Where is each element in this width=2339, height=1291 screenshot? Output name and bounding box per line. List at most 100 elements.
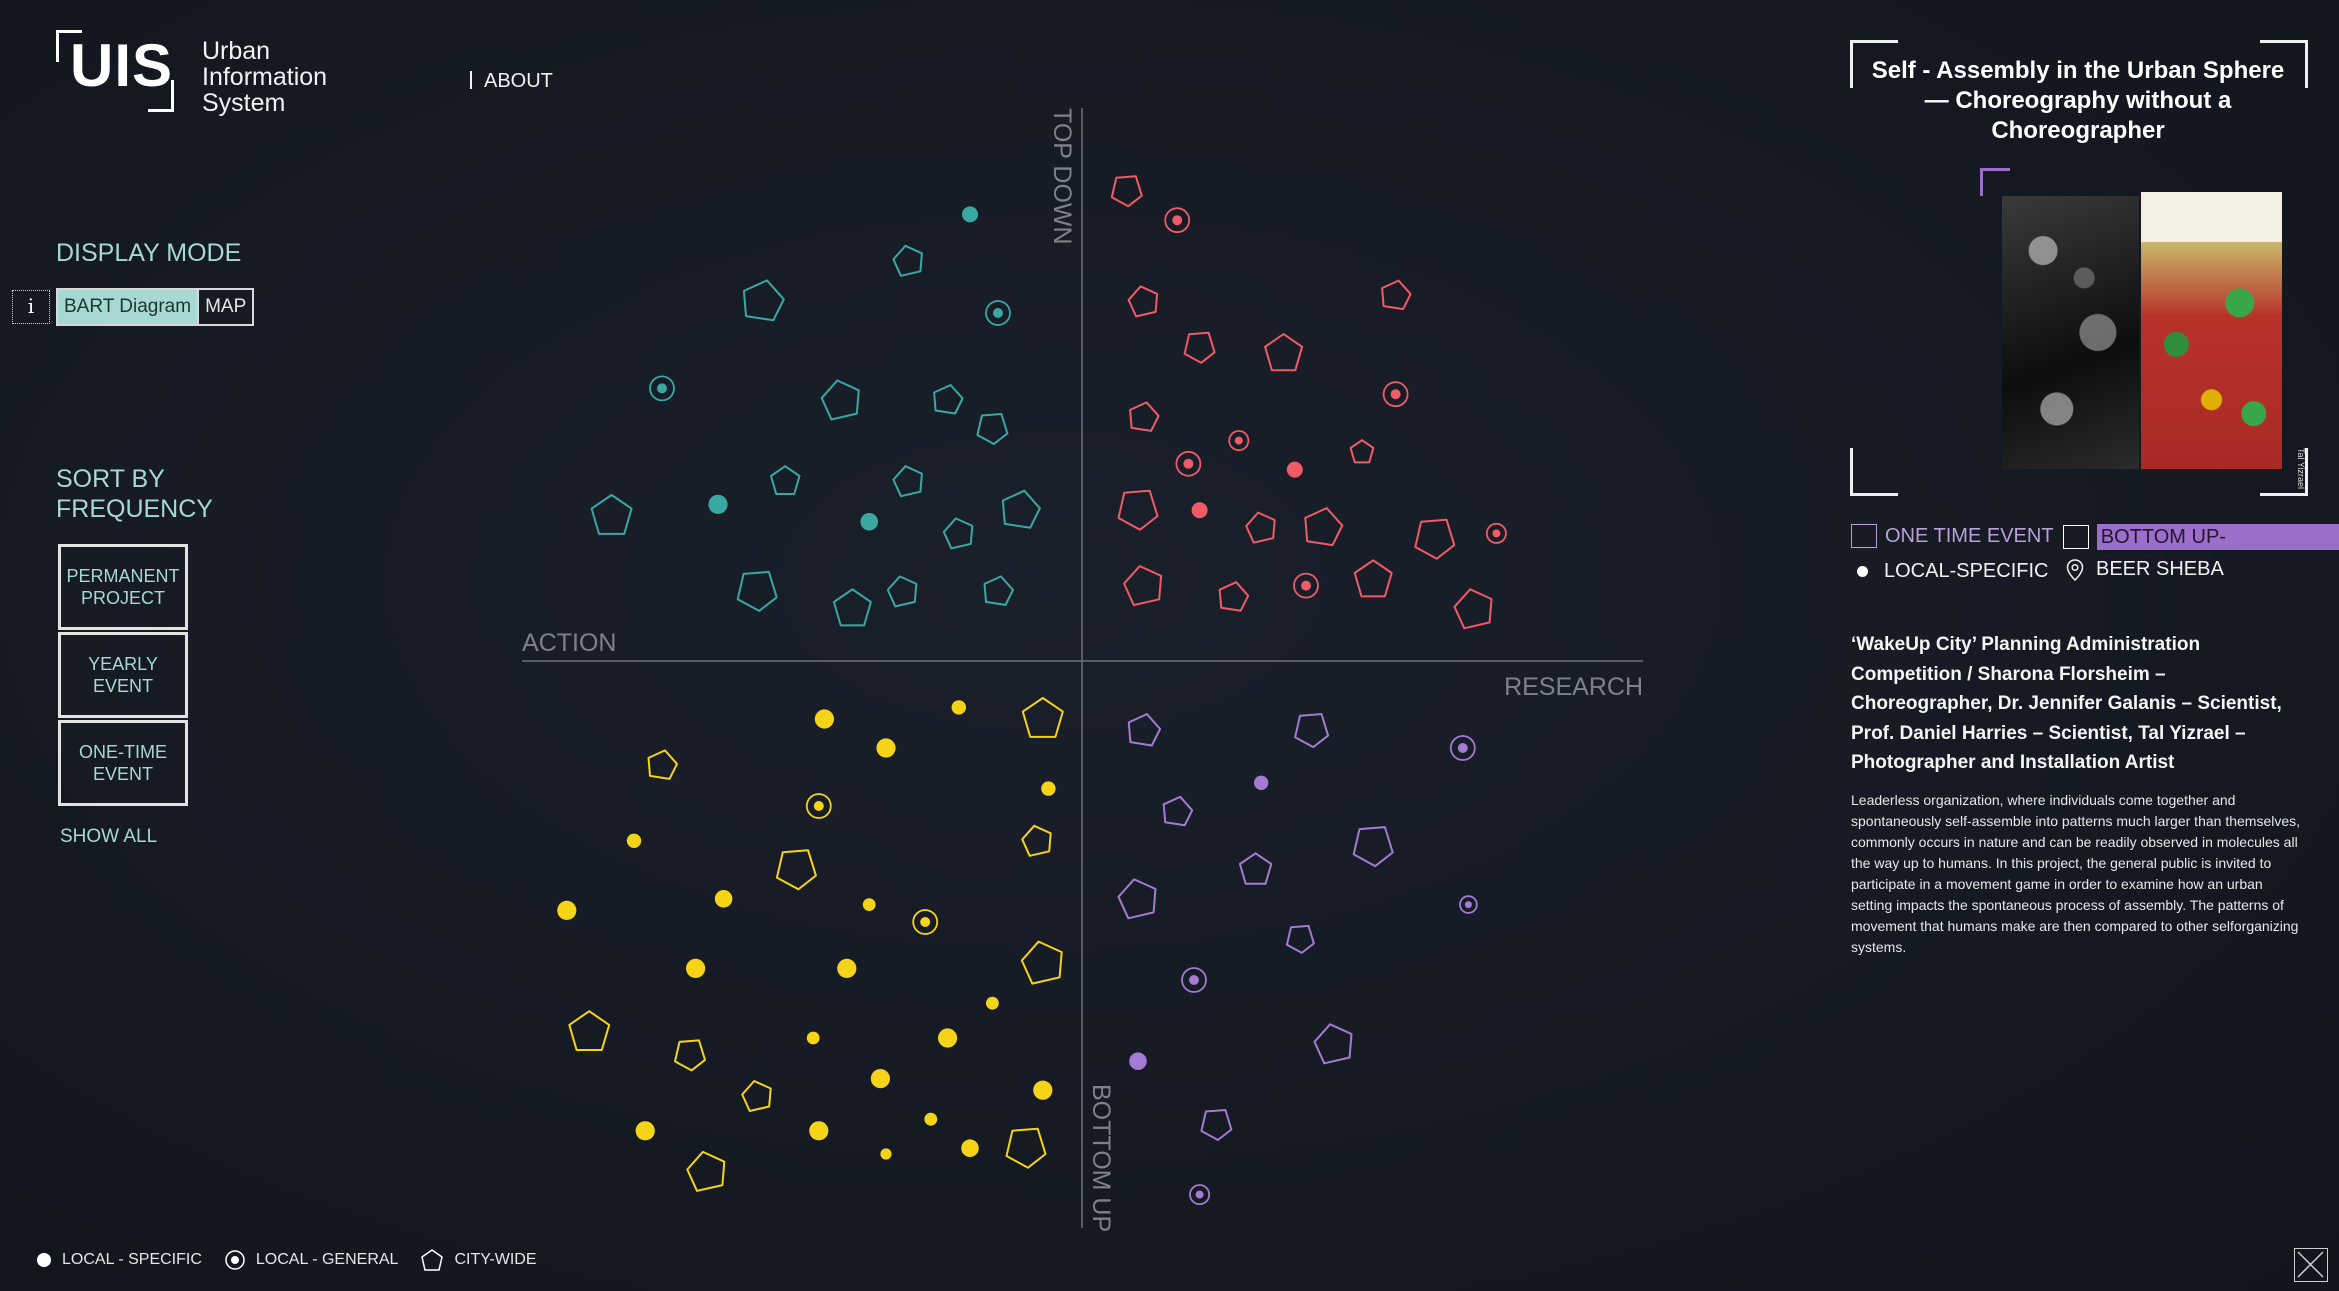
marker-local-general[interactable] bbox=[1228, 430, 1250, 452]
marker-city-wide[interactable] bbox=[736, 570, 778, 612]
marker-city-wide[interactable] bbox=[1117, 878, 1157, 920]
marker-city-wide[interactable] bbox=[1381, 279, 1412, 311]
marker-local-specific[interactable] bbox=[860, 513, 878, 531]
marker-local-general[interactable] bbox=[985, 300, 1011, 326]
about-link[interactable]: ABOUT bbox=[470, 70, 553, 93]
marker-city-wide[interactable] bbox=[1020, 940, 1063, 985]
info-button[interactable]: i bbox=[12, 290, 50, 324]
marker-city-wide[interactable] bbox=[933, 384, 964, 415]
marker-city-wide[interactable] bbox=[1021, 824, 1052, 857]
marker-local-specific[interactable] bbox=[806, 1031, 820, 1045]
marker-local-specific[interactable] bbox=[961, 1139, 979, 1157]
marker-local-specific[interactable] bbox=[626, 833, 642, 848]
marker-city-wide[interactable] bbox=[568, 1010, 611, 1051]
marker-city-wide[interactable] bbox=[1245, 511, 1276, 544]
uis-logo[interactable]: UIS bbox=[56, 30, 174, 112]
marker-city-wide[interactable] bbox=[647, 749, 678, 780]
marker-city-wide[interactable] bbox=[1005, 1127, 1047, 1169]
marker-local-general[interactable] bbox=[649, 375, 675, 402]
marker-local-specific[interactable] bbox=[986, 996, 999, 1010]
marker-local-specific[interactable] bbox=[837, 958, 857, 979]
marker-local-general[interactable] bbox=[1164, 207, 1191, 234]
marker-local-specific[interactable] bbox=[708, 494, 728, 514]
marker-local-specific[interactable] bbox=[1033, 1080, 1053, 1100]
marker-local-general[interactable] bbox=[1189, 1184, 1211, 1206]
marker-city-wide[interactable] bbox=[983, 575, 1014, 606]
marker-local-specific[interactable] bbox=[870, 1069, 891, 1089]
marker-local-specific[interactable] bbox=[924, 1112, 938, 1126]
marker-local-general[interactable] bbox=[1485, 522, 1507, 544]
marker-local-specific[interactable] bbox=[814, 709, 835, 729]
marker-city-wide[interactable] bbox=[1200, 1109, 1233, 1141]
marker-local-specific[interactable] bbox=[862, 898, 876, 911]
marker-local-specific[interactable] bbox=[1129, 1052, 1147, 1070]
marker-local-specific[interactable] bbox=[686, 958, 706, 979]
marker-local-general[interactable] bbox=[1293, 572, 1319, 599]
marker-city-wide[interactable] bbox=[1414, 518, 1456, 560]
marker-local-specific[interactable] bbox=[714, 890, 733, 908]
marker-city-wide[interactable] bbox=[892, 465, 923, 498]
marker-local-general[interactable] bbox=[1175, 450, 1202, 477]
marker-local-specific[interactable] bbox=[876, 738, 896, 758]
marker-local-general[interactable] bbox=[1181, 967, 1207, 993]
marker-local-specific[interactable] bbox=[635, 1121, 655, 1141]
marker-city-wide[interactable] bbox=[1021, 697, 1064, 738]
marker-city-wide[interactable] bbox=[1127, 285, 1159, 318]
marker-city-wide[interactable] bbox=[590, 494, 633, 535]
mode-bart-diagram[interactable]: BART Diagram bbox=[58, 290, 198, 324]
marker-city-wide[interactable] bbox=[892, 244, 923, 277]
marker-city-wide[interactable] bbox=[770, 465, 801, 495]
marker-city-wide[interactable] bbox=[1353, 559, 1393, 598]
filter-one-time-event[interactable]: ONE-TIME EVENT bbox=[58, 720, 188, 806]
marker-local-specific[interactable] bbox=[962, 206, 978, 223]
marker-city-wide[interactable] bbox=[942, 517, 974, 550]
marker-city-wide[interactable] bbox=[1218, 581, 1250, 612]
marker-local-specific[interactable] bbox=[1254, 775, 1269, 790]
marker-city-wide[interactable] bbox=[1453, 588, 1493, 630]
marker-city-wide[interactable] bbox=[820, 379, 860, 421]
marker-city-wide[interactable] bbox=[1117, 489, 1159, 531]
marker-local-general[interactable] bbox=[805, 793, 832, 819]
marker-local-general[interactable] bbox=[1459, 895, 1478, 914]
marker-city-wide[interactable] bbox=[1313, 1023, 1353, 1065]
marker-city-wide[interactable] bbox=[1129, 401, 1160, 432]
close-button[interactable] bbox=[2294, 1248, 2328, 1282]
filter-yearly-event[interactable]: YEARLY EVENT bbox=[58, 632, 188, 718]
show-all-link[interactable]: SHOW ALL bbox=[60, 826, 158, 847]
marker-city-wide[interactable] bbox=[1349, 439, 1375, 464]
marker-city-wide[interactable] bbox=[976, 413, 1009, 445]
marker-city-wide[interactable] bbox=[1127, 713, 1162, 747]
marker-city-wide[interactable] bbox=[832, 588, 872, 627]
marker-city-wide[interactable] bbox=[1285, 924, 1315, 954]
marker-city-wide[interactable] bbox=[1294, 713, 1330, 749]
marker-city-wide[interactable] bbox=[1110, 175, 1143, 208]
marker-local-general[interactable] bbox=[1382, 381, 1409, 408]
marker-local-specific[interactable] bbox=[880, 1148, 892, 1160]
marker-local-specific[interactable] bbox=[1191, 502, 1208, 519]
marker-local-general[interactable] bbox=[1449, 735, 1476, 761]
marker-local-specific[interactable] bbox=[557, 900, 577, 921]
marker-city-wide[interactable] bbox=[886, 575, 918, 608]
marker-local-specific[interactable] bbox=[1041, 781, 1056, 796]
marker-local-general[interactable] bbox=[912, 909, 939, 935]
filter-permanent-project[interactable]: PERMANENT PROJECT bbox=[58, 544, 188, 630]
marker-city-wide[interactable] bbox=[1183, 331, 1216, 364]
marker-city-wide[interactable] bbox=[1238, 852, 1273, 885]
marker-local-specific[interactable] bbox=[809, 1121, 829, 1141]
marker-city-wide[interactable] bbox=[674, 1039, 706, 1072]
marker-city-wide[interactable] bbox=[1162, 795, 1194, 827]
marker-local-specific[interactable] bbox=[938, 1028, 958, 1048]
marker-city-wide[interactable] bbox=[1304, 507, 1344, 547]
marker-city-wide[interactable] bbox=[742, 279, 785, 322]
marker-local-specific[interactable] bbox=[951, 700, 966, 715]
marker-city-wide[interactable] bbox=[775, 849, 817, 891]
marker-city-wide[interactable] bbox=[741, 1080, 772, 1112]
marker-city-wide[interactable] bbox=[1264, 333, 1304, 372]
mode-map[interactable]: MAP bbox=[197, 290, 252, 324]
marker-city-wide[interactable] bbox=[686, 1150, 726, 1192]
marker-local-specific[interactable] bbox=[1286, 461, 1303, 478]
project-title: Self - Assembly in the Urban Sphere — Ch… bbox=[1871, 57, 2285, 144]
marker-city-wide[interactable] bbox=[1352, 826, 1394, 868]
marker-city-wide[interactable] bbox=[1123, 565, 1163, 607]
marker-city-wide[interactable] bbox=[1001, 489, 1041, 529]
